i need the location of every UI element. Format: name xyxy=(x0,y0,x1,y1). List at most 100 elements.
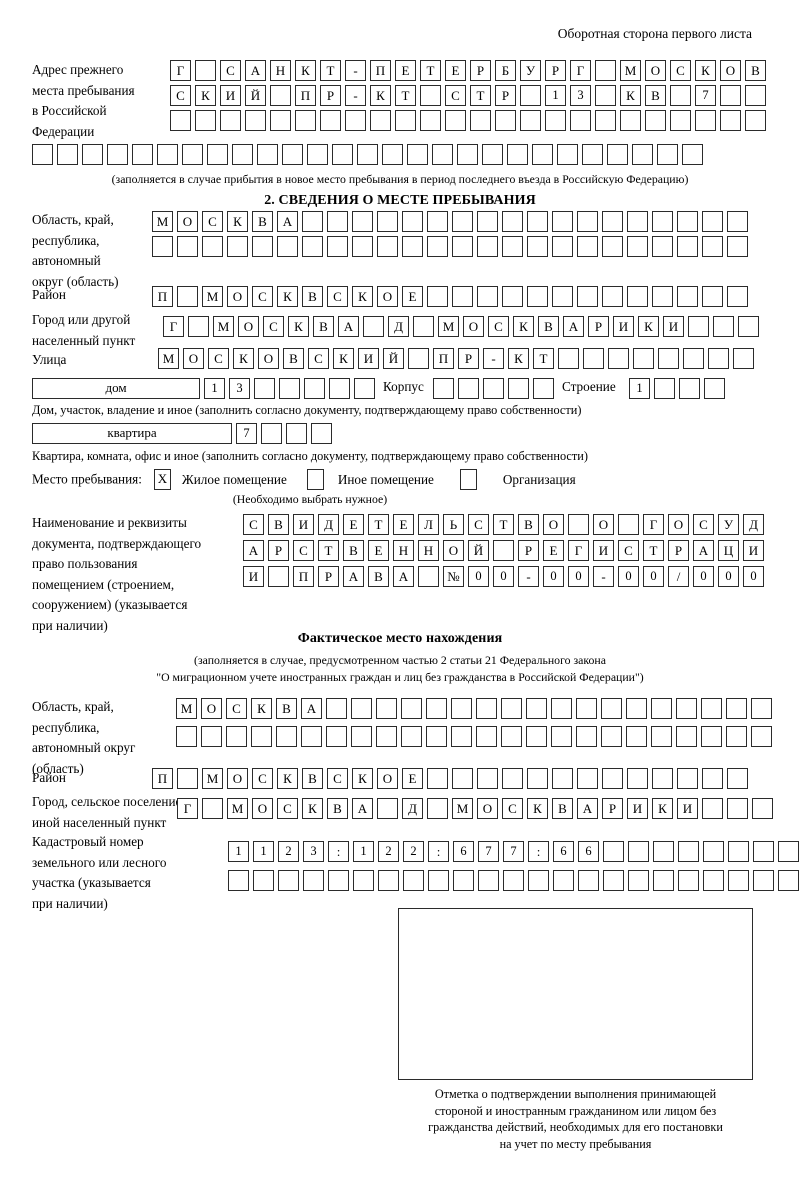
char-cell[interactable] xyxy=(402,236,423,257)
char-cell[interactable]: 0 xyxy=(493,566,514,587)
char-cell[interactable] xyxy=(553,870,574,891)
char-cell[interactable]: Г xyxy=(570,60,591,81)
char-cell[interactable]: / xyxy=(668,566,689,587)
char-cell[interactable]: Р xyxy=(668,540,689,561)
char-cell[interactable] xyxy=(132,144,153,165)
char-cell[interactable] xyxy=(726,698,747,719)
char-cell[interactable] xyxy=(353,870,374,891)
char-cell[interactable]: Р xyxy=(545,60,566,81)
char-cell[interactable] xyxy=(602,211,623,232)
char-cell[interactable]: С xyxy=(308,348,329,369)
char-cell[interactable]: К xyxy=(352,768,373,789)
char-cell[interactable] xyxy=(582,144,603,165)
char-cell[interactable] xyxy=(363,316,384,337)
char-cell[interactable] xyxy=(753,870,774,891)
char-cell[interactable] xyxy=(602,768,623,789)
char-cell[interactable] xyxy=(778,841,799,862)
char-cell[interactable] xyxy=(402,211,423,232)
char-cell[interactable] xyxy=(578,870,599,891)
char-cell[interactable]: 1 xyxy=(545,85,566,106)
char-cell[interactable] xyxy=(476,698,497,719)
char-cell[interactable]: Т xyxy=(470,85,491,106)
char-cell[interactable]: П xyxy=(370,60,391,81)
char-cell[interactable]: К xyxy=(638,316,659,337)
char-cell[interactable]: Л xyxy=(418,514,439,535)
char-cell[interactable]: 3 xyxy=(303,841,324,862)
char-cell[interactable] xyxy=(302,211,323,232)
char-cell[interactable] xyxy=(302,236,323,257)
char-cell[interactable]: О xyxy=(377,768,398,789)
char-cell[interactable]: - xyxy=(345,85,366,106)
char-cell[interactable]: 1 xyxy=(253,841,274,862)
char-cell[interactable] xyxy=(329,378,350,399)
char-cell[interactable] xyxy=(568,514,589,535)
char-cell[interactable]: А xyxy=(693,540,714,561)
char-cell[interactable] xyxy=(252,236,273,257)
char-cell[interactable] xyxy=(177,236,198,257)
char-cell[interactable]: 0 xyxy=(743,566,764,587)
char-cell[interactable] xyxy=(345,110,366,131)
char-cell[interactable]: О xyxy=(183,348,204,369)
char-cell[interactable] xyxy=(286,423,307,444)
char-cell[interactable]: Г xyxy=(163,316,184,337)
char-cell[interactable] xyxy=(245,110,266,131)
char-cell[interactable]: К xyxy=(233,348,254,369)
char-cell[interactable] xyxy=(595,60,616,81)
char-cell[interactable] xyxy=(727,768,748,789)
char-cell[interactable]: Й xyxy=(245,85,266,106)
char-cell[interactable] xyxy=(603,841,624,862)
char-cell[interactable]: С xyxy=(670,60,691,81)
char-cell[interactable] xyxy=(508,378,529,399)
char-cell[interactable]: 3 xyxy=(229,378,250,399)
char-cell[interactable]: С xyxy=(208,348,229,369)
char-cell[interactable] xyxy=(576,698,597,719)
char-cell[interactable]: М xyxy=(438,316,459,337)
char-cell[interactable] xyxy=(188,316,209,337)
char-cell[interactable] xyxy=(426,726,447,747)
char-cell[interactable] xyxy=(351,726,372,747)
char-cell[interactable]: Р xyxy=(318,566,339,587)
char-cell[interactable] xyxy=(753,841,774,862)
char-cell[interactable]: С xyxy=(226,698,247,719)
char-cell[interactable] xyxy=(277,236,298,257)
char-cell[interactable]: В xyxy=(327,798,348,819)
char-cell[interactable]: М xyxy=(202,768,223,789)
char-cell[interactable]: Т xyxy=(533,348,554,369)
char-cell[interactable] xyxy=(703,841,724,862)
char-cell[interactable]: 0 xyxy=(693,566,714,587)
char-cell[interactable]: В xyxy=(645,85,666,106)
char-cell[interactable] xyxy=(652,768,673,789)
char-cell[interactable]: С xyxy=(445,85,466,106)
char-cell[interactable]: А xyxy=(563,316,584,337)
char-cell[interactable]: А xyxy=(243,540,264,561)
char-cell[interactable] xyxy=(679,378,700,399)
char-cell[interactable]: - xyxy=(483,348,504,369)
char-cell[interactable]: К xyxy=(277,768,298,789)
char-cell[interactable] xyxy=(703,870,724,891)
char-cell[interactable]: № xyxy=(443,566,464,587)
char-cell[interactable] xyxy=(376,698,397,719)
char-cell[interactable] xyxy=(607,144,628,165)
char-cell[interactable] xyxy=(603,870,624,891)
char-cell[interactable]: Р xyxy=(470,60,491,81)
char-cell[interactable] xyxy=(195,110,216,131)
char-cell[interactable] xyxy=(577,286,598,307)
char-cell[interactable] xyxy=(420,110,441,131)
char-cell[interactable] xyxy=(720,110,741,131)
char-cell[interactable] xyxy=(503,870,524,891)
char-cell[interactable] xyxy=(627,236,648,257)
char-cell[interactable]: К xyxy=(227,211,248,232)
char-cell[interactable] xyxy=(726,726,747,747)
char-cell[interactable] xyxy=(477,211,498,232)
char-cell[interactable] xyxy=(276,726,297,747)
char-cell[interactable]: С xyxy=(488,316,509,337)
char-cell[interactable]: Д xyxy=(402,798,423,819)
char-cell[interactable]: : xyxy=(328,841,349,862)
char-cell[interactable] xyxy=(526,698,547,719)
char-cell[interactable]: Г xyxy=(643,514,664,535)
char-cell[interactable] xyxy=(628,870,649,891)
